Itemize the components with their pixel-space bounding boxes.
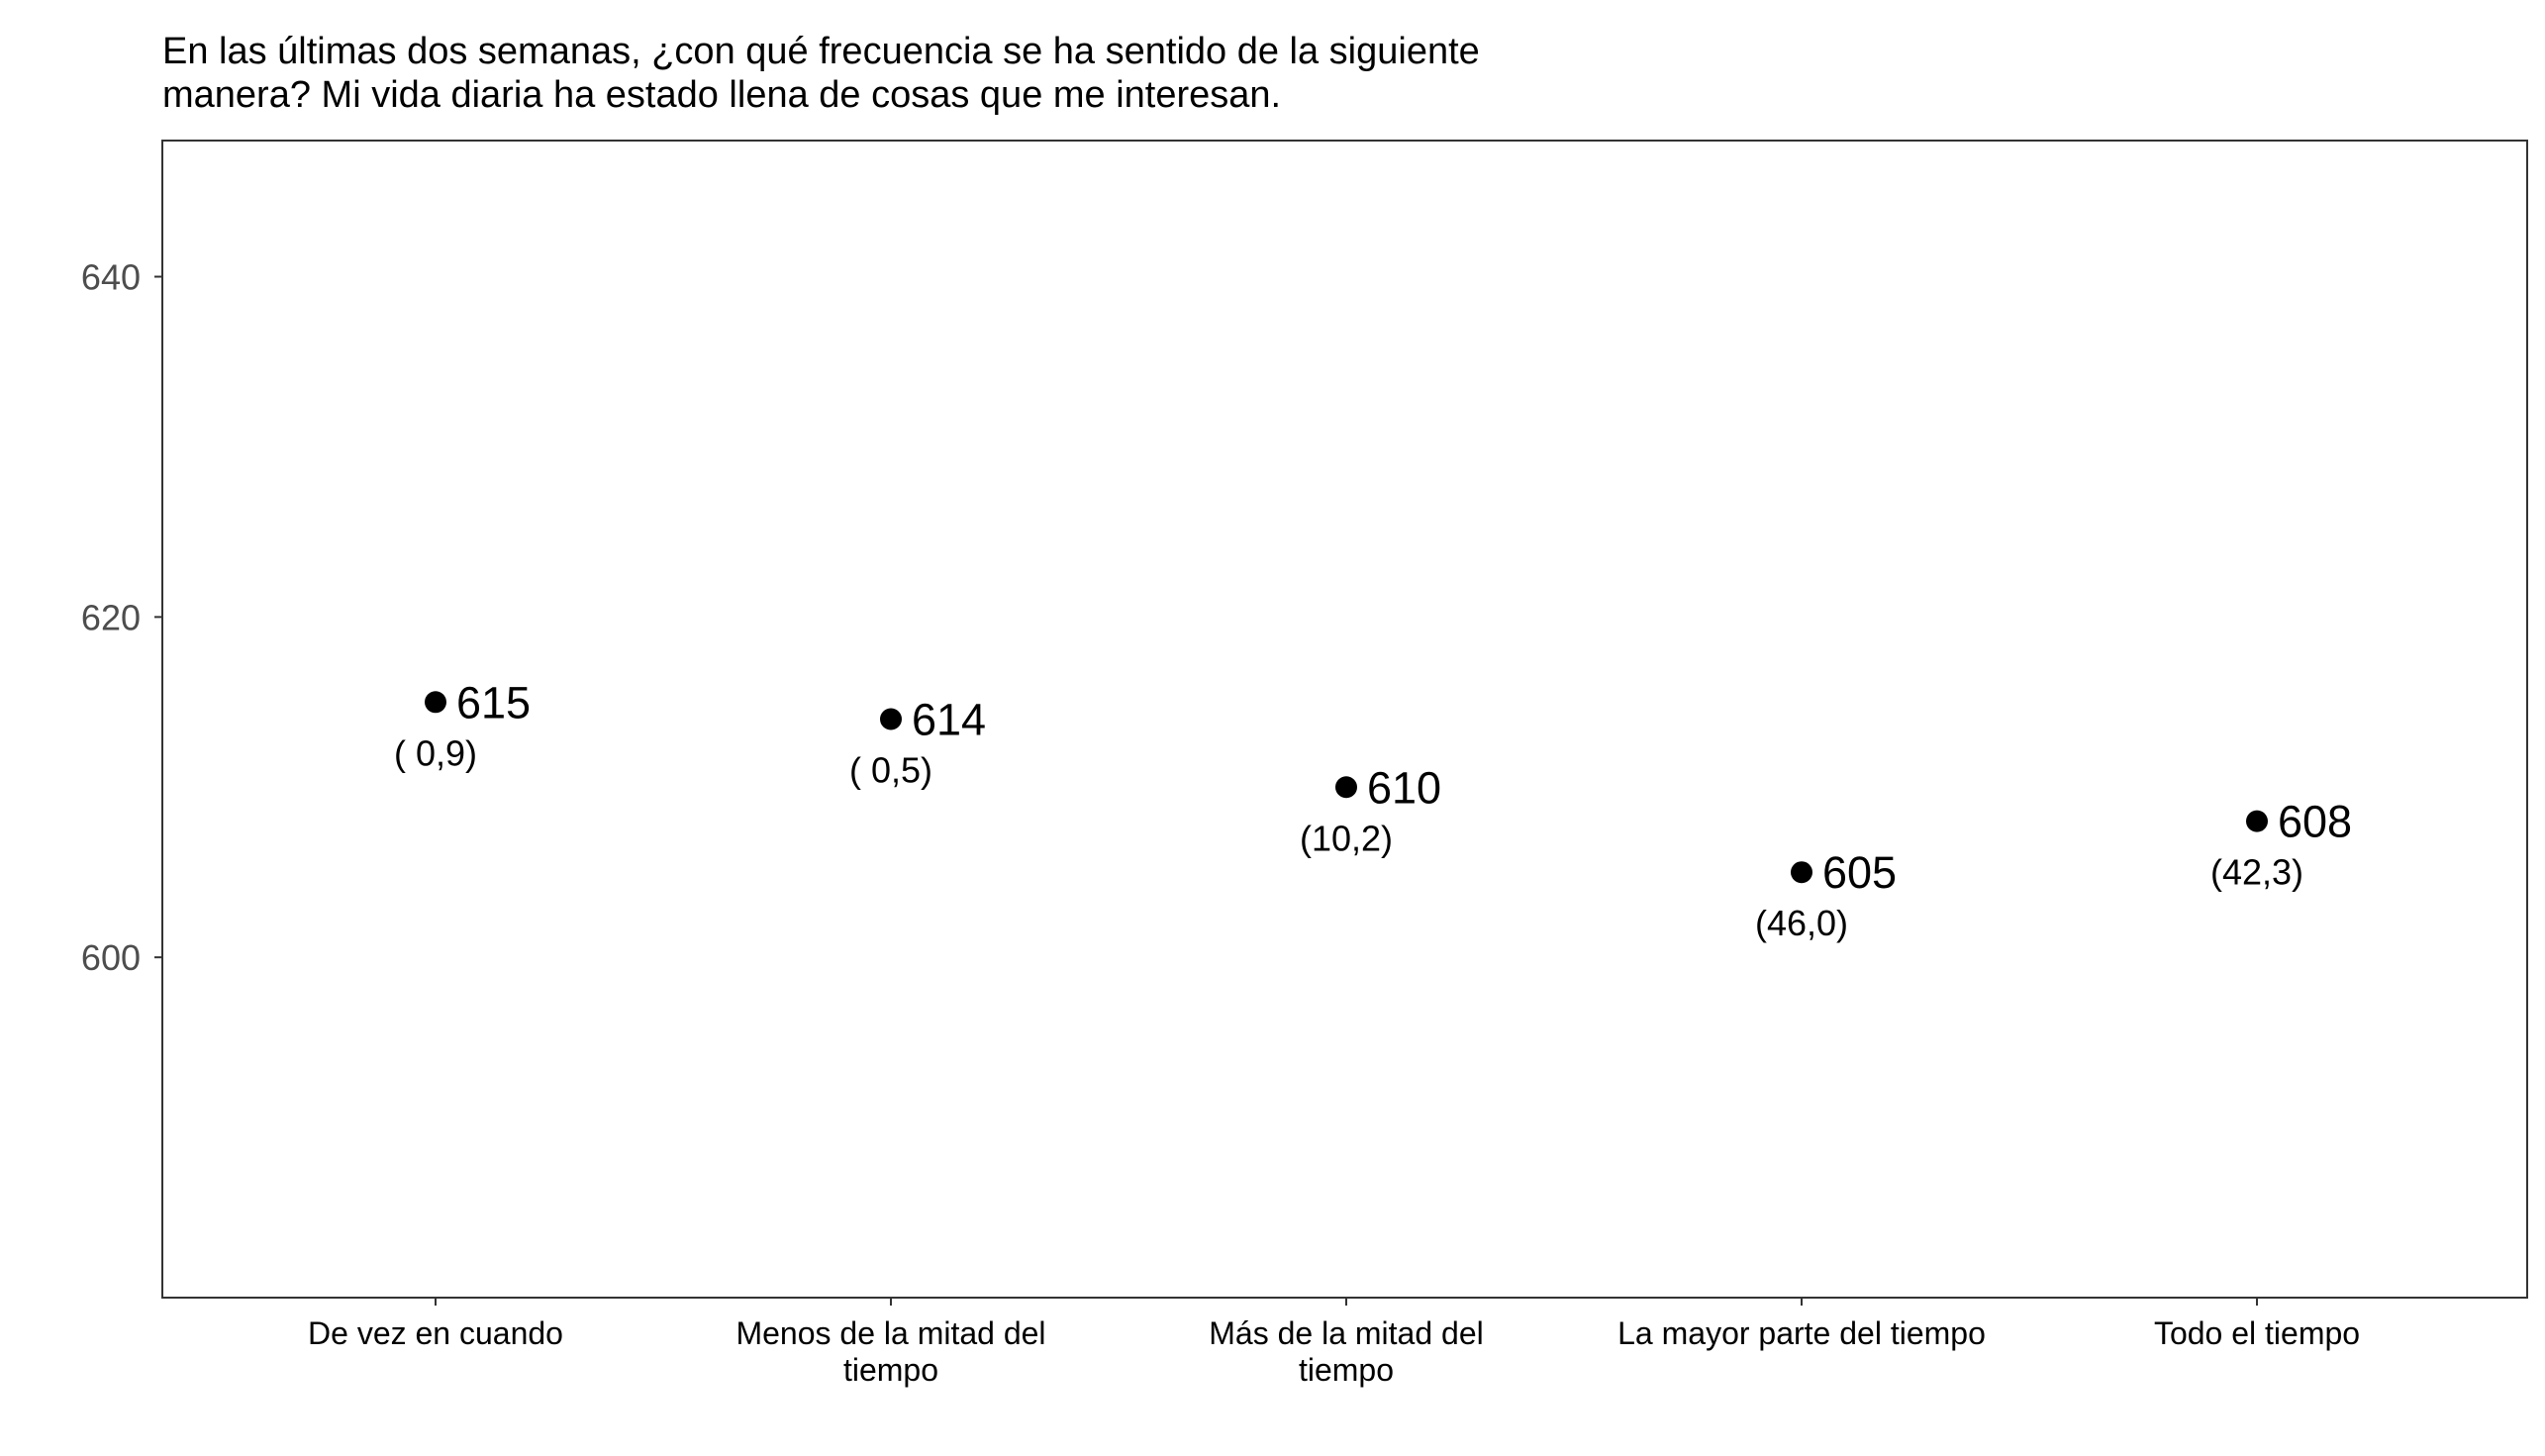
plot-frame xyxy=(161,140,2528,1299)
data-value-label: 615 xyxy=(456,677,531,728)
data-percent-label: ( 0,9) xyxy=(394,732,477,773)
data-point xyxy=(425,691,446,714)
chart-title-line: manera? Mi vida diaria ha estado llena d… xyxy=(162,74,1281,116)
x-tick-label: tiempo xyxy=(843,1352,938,1388)
data-value-label: 605 xyxy=(1822,847,1897,898)
x-tick-label: De vez en cuando xyxy=(308,1315,563,1351)
data-percent-label: ( 0,5) xyxy=(849,750,932,791)
y-tick-label: 640 xyxy=(81,257,141,298)
data-percent-label: (42,3) xyxy=(2210,852,2303,893)
x-tick-label: Más de la mitad del xyxy=(1209,1315,1483,1351)
data-point xyxy=(1335,776,1357,799)
data-point xyxy=(880,708,902,730)
chart-title-line: En las últimas dos semanas, ¿con qué fre… xyxy=(162,31,1480,72)
data-value-label: 610 xyxy=(1367,762,1441,813)
y-axis: 600 620 640 xyxy=(81,257,162,978)
data-value-label: 608 xyxy=(2278,797,2352,847)
x-tick-label: La mayor parte del tiempo xyxy=(1617,1315,1986,1351)
data-point xyxy=(2246,810,2268,832)
data-point xyxy=(1791,861,1812,884)
chart-title: En las últimas dos semanas, ¿con qué fre… xyxy=(162,31,1480,116)
x-tick-label: tiempo xyxy=(1299,1352,1394,1388)
x-axis: De vez en cuando Menos de la mitad deltie… xyxy=(308,1298,2360,1388)
data-value-label: 614 xyxy=(912,695,986,745)
x-tick-label: Todo el tiempo xyxy=(2154,1315,2360,1351)
data-percent-label: (10,2) xyxy=(1300,818,1393,858)
x-tick-label: Menos de la mitad del xyxy=(735,1315,1045,1351)
y-tick-label: 600 xyxy=(81,937,141,978)
data-points: 615( 0,9) 614 ( 0,5) 610 (10,2) 605 (46,0) 608 (… xyxy=(394,677,2352,943)
data-percent-label: (46,0) xyxy=(1755,903,1848,943)
y-tick-label: 620 xyxy=(81,597,141,637)
